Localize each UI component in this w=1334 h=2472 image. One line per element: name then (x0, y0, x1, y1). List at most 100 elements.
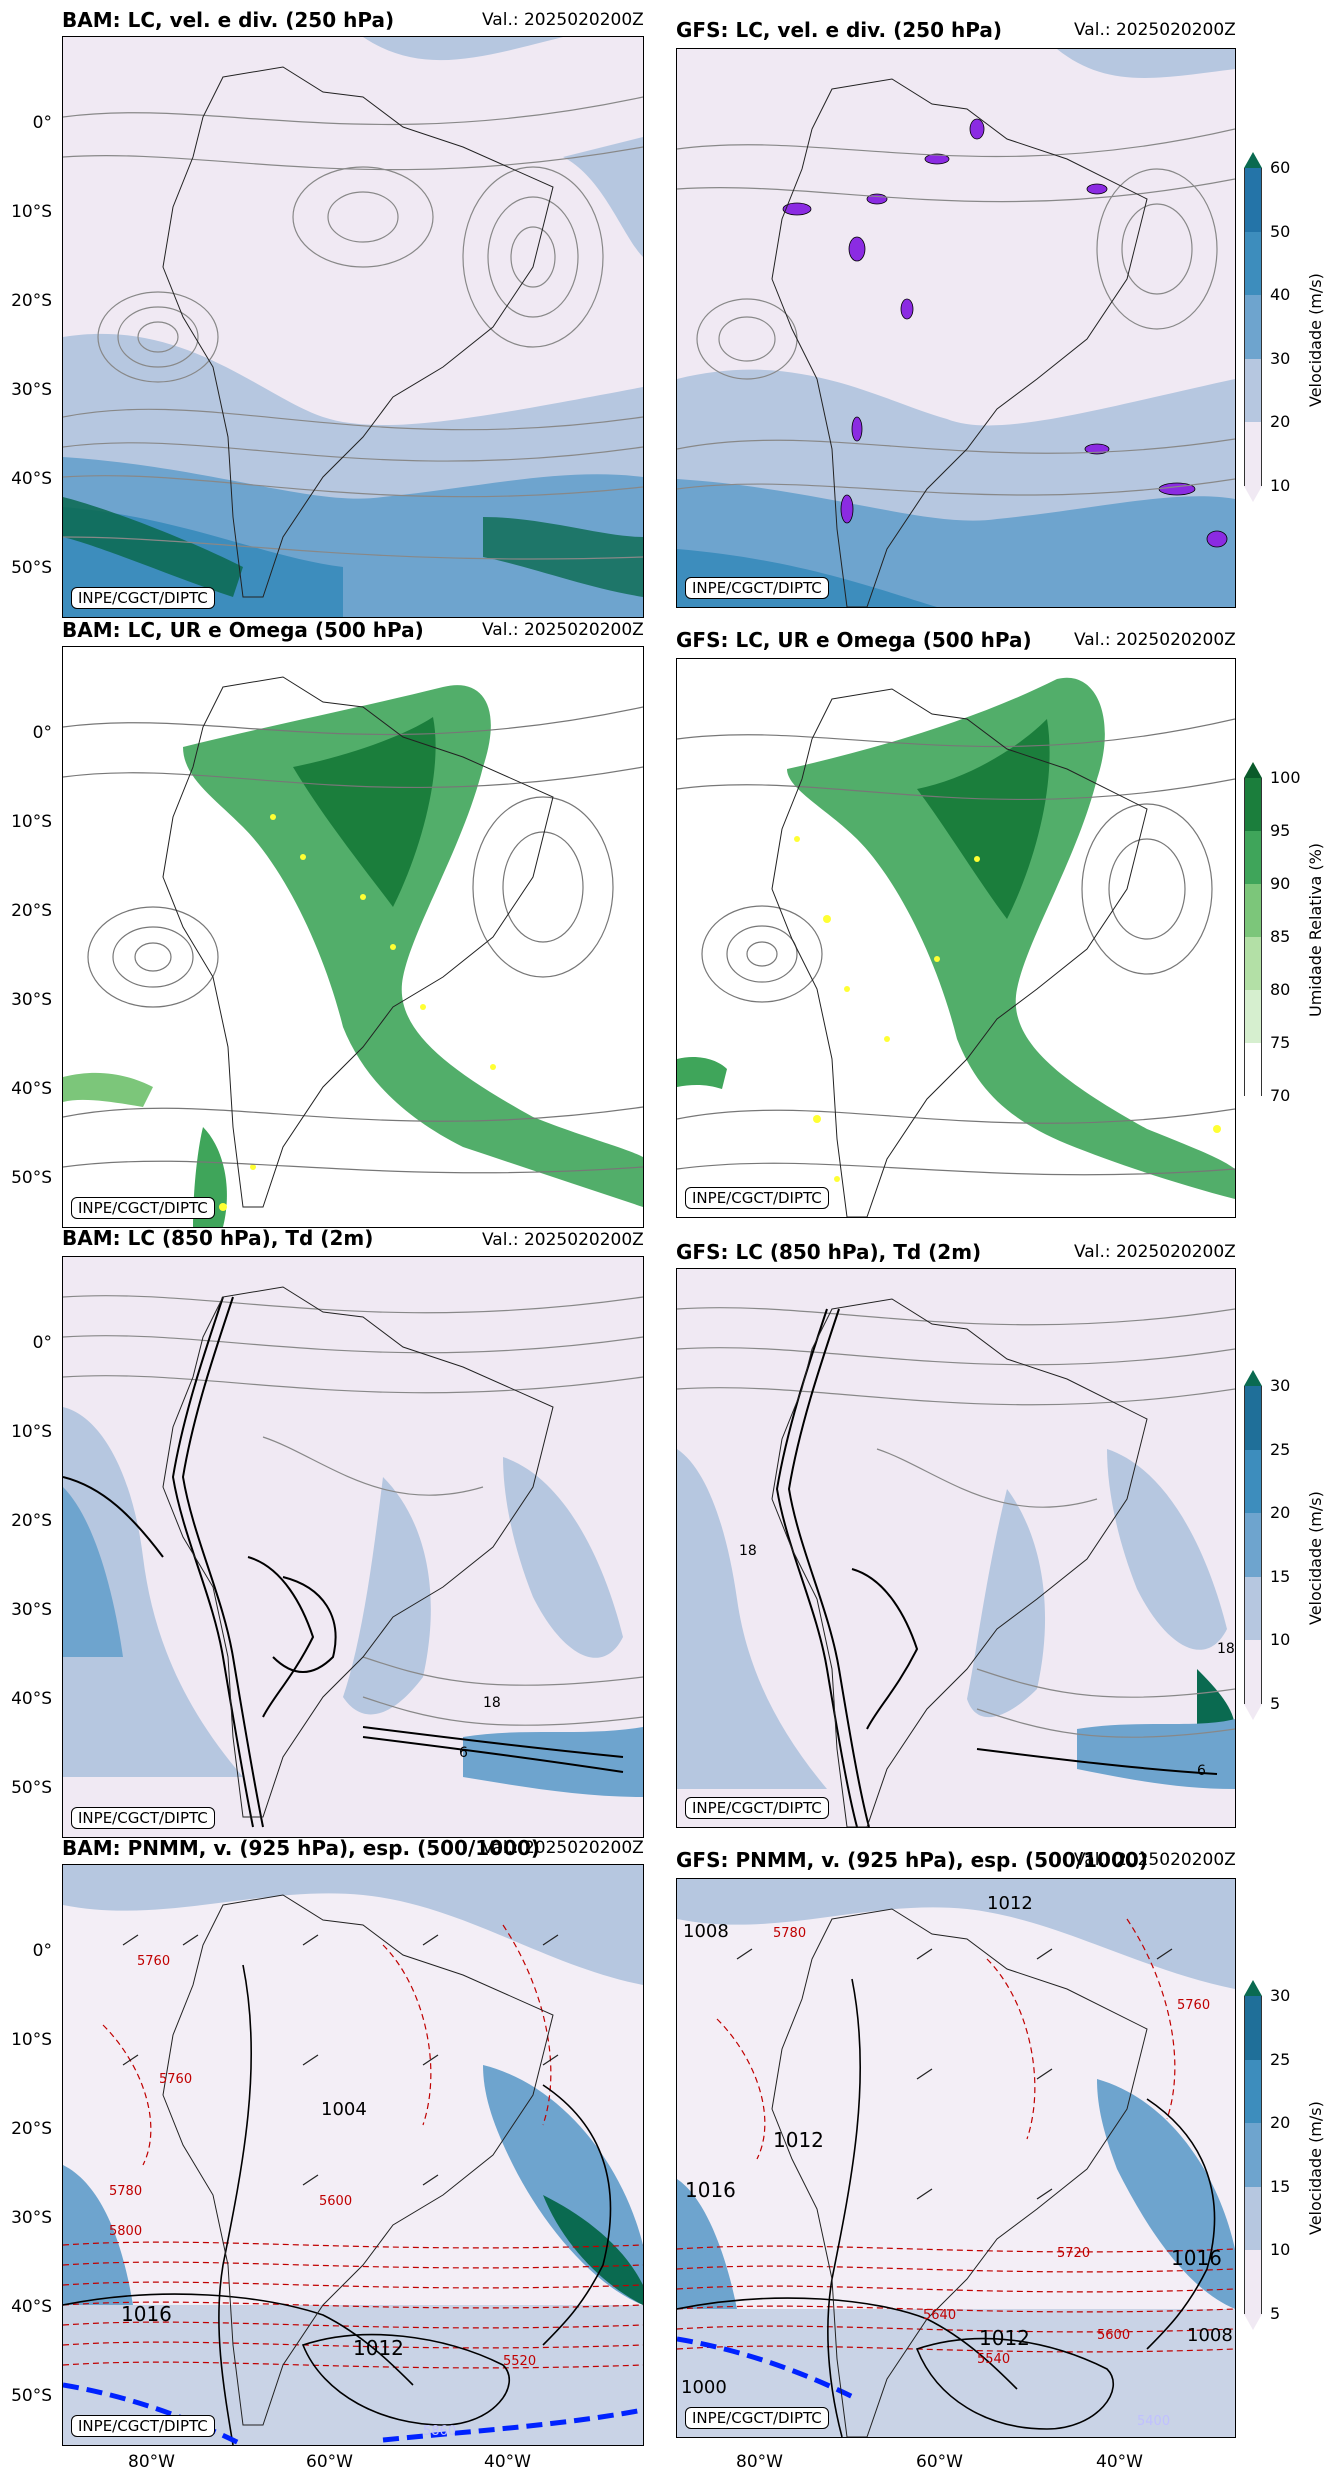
map-area: INPE/CGCT/DIPTC (676, 658, 1236, 1218)
colorbar-segment (1244, 358, 1262, 423)
lat-label: 30°S (11, 2208, 52, 2228)
lon-label: 40°W (1096, 2452, 1143, 2472)
colorbar-extend-min (1244, 486, 1262, 502)
colorbar-label: Umidade Relativa (%) (1306, 842, 1325, 1017)
colorbar-tick: 40 (1270, 285, 1291, 305)
contour-label: 1000 (681, 2377, 727, 2398)
colorbar-segment (1244, 2059, 1262, 2124)
colorbar-tick: 10 (1270, 1630, 1291, 1650)
contour-label: 5600 (319, 2194, 352, 2209)
valid-time: Val.: 2025020200Z (482, 1838, 644, 1858)
panel-title: GFS: PNMM, v. (925 hPa), esp. (500/1000) (676, 1848, 1148, 1872)
map-area: 1004 1016 1012 5760 5780 5760 5520 5600 … (62, 1864, 644, 2446)
humidity-map (63, 647, 643, 1227)
map-area: INPE/CGCT/DIPTC (62, 646, 644, 1228)
colorbar-segment (1244, 2123, 1262, 2187)
lat-label: 40°S (11, 1689, 52, 1709)
colorbar-segment (1244, 884, 1262, 937)
contour-label: 5600 (1097, 2328, 1130, 2343)
lat-label: 50°S (11, 1778, 52, 1798)
contour-label: 18 (1217, 1641, 1235, 1657)
colorbar-extend-max (1244, 152, 1262, 168)
colorbar-label: Velocidade (m/s) (1306, 2101, 1325, 2235)
contour-label: 1008 (1187, 2325, 1233, 2346)
colorbar-segment (1244, 1043, 1262, 1096)
colorbar-segment (1244, 1640, 1262, 1704)
contour-label: 5520 (503, 2354, 536, 2369)
lat-label: 10°S (11, 812, 52, 832)
colorbar-tick: 20 (1270, 2113, 1291, 2133)
contour-label: 5760 (137, 1954, 170, 1969)
colorbar-segment (1244, 1449, 1262, 1514)
colorbar-segment (1244, 1996, 1262, 2060)
lon-label: 60°W (916, 2452, 963, 2472)
credit-label: INPE/CGCT/DIPTC (71, 587, 215, 609)
credit-label: INPE/CGCT/DIPTC (685, 1797, 829, 1819)
colorbar-tick: 25 (1270, 1439, 1291, 1459)
colorbar-segment (1244, 231, 1262, 296)
lat-label: 40°S (11, 469, 52, 489)
colorbar-extend-max (1244, 1980, 1262, 1996)
lat-label: 0° (32, 1941, 52, 1961)
credit-label: INPE/CGCT/DIPTC (71, 2415, 215, 2437)
humidity-map (677, 659, 1235, 1217)
lat-label: 20°S (11, 1511, 52, 1531)
colorbar-tick: 100 (1270, 768, 1301, 787)
valid-time: Val.: 2025020200Z (1074, 630, 1236, 650)
colorbar-segment (1244, 2250, 1262, 2314)
lat-label: 0° (32, 1333, 52, 1353)
lat-label: 20°S (11, 901, 52, 921)
panel-title: BAM: LC (850 hPa), Td (2m) (62, 1226, 374, 1250)
valid-time: Val.: 2025020200Z (1074, 20, 1236, 40)
contour-label: 1012 (353, 2336, 404, 2360)
colorbar-segment (1244, 168, 1262, 232)
contour-label: 5780 (773, 1926, 806, 1941)
lat-label: 0° (32, 113, 52, 133)
colorbar-tick: 25 (1270, 2049, 1291, 2069)
colorbar-tick: 85 (1270, 927, 1291, 946)
low-level-wind-map: 18 18 6 (677, 1269, 1235, 1827)
colorbar-label: Velocidade (m/s) (1306, 1491, 1325, 1625)
contour-label: 5760 (159, 2072, 192, 2087)
pressure-map: 1004 1016 1012 5760 5780 5760 5520 5600 … (63, 1865, 643, 2445)
colorbar-segment (1244, 422, 1262, 486)
colorbar-segment (1244, 990, 1262, 1043)
colorbar-tick: 20 (1270, 412, 1291, 432)
lat-label: 50°S (11, 1168, 52, 1188)
map-area: 1008 1012 1016 1012 1012 1016 1000 1008 … (676, 1878, 1236, 2438)
contour-label: 1004 (321, 2099, 367, 2120)
colorbar-segment (1244, 1386, 1262, 1450)
colorbar-segment (1244, 937, 1262, 990)
colorbar-tick: 5 (1270, 2304, 1281, 2323)
colorbar-tick: 10 (1270, 2240, 1291, 2260)
contour-label: 18 (483, 1695, 501, 1711)
lat-label: 10°S (11, 2030, 52, 2050)
map-area: 18 18 6 INPE/CGCT/DIPTC (676, 1268, 1236, 1828)
colorbar-tick: 60 (1270, 158, 1291, 177)
colorbar-extend-min (1244, 2314, 1262, 2330)
lat-label: 40°S (11, 2297, 52, 2317)
colorbar-tick: 50 (1270, 221, 1291, 241)
colorbar-extend-max (1244, 762, 1262, 778)
contour-label: 1008 (683, 1921, 729, 1942)
contour-label: 5860 (423, 2424, 456, 2439)
contour-label: 5640 (923, 2308, 956, 2323)
colorbar-tick: 90 (1270, 874, 1291, 893)
lon-label: 80°W (128, 2452, 175, 2472)
contour-label: 5780 (109, 2184, 142, 2199)
colorbar-segment (1244, 2186, 1262, 2251)
lat-label: 30°S (11, 1600, 52, 1620)
valid-time: Val.: 2025020200Z (482, 10, 644, 30)
contour-label: 1016 (1171, 2246, 1222, 2270)
colorbar-tick: 80 (1270, 980, 1291, 999)
credit-label: INPE/CGCT/DIPTC (685, 577, 829, 599)
colorbar-tick: 15 (1270, 1566, 1291, 1586)
colorbar-tick: 30 (1270, 1376, 1291, 1395)
map-area: INPE/CGCT/DIPTC (676, 48, 1236, 608)
contour-label: 6 (1197, 1763, 1206, 1779)
colorbar-segment (1244, 1576, 1262, 1641)
contour-label: 5720 (1057, 2246, 1090, 2261)
colorbar-segment (1244, 831, 1262, 884)
valid-time: Val.: 2025020200Z (1074, 1850, 1236, 1870)
lat-label: 20°S (11, 2119, 52, 2139)
